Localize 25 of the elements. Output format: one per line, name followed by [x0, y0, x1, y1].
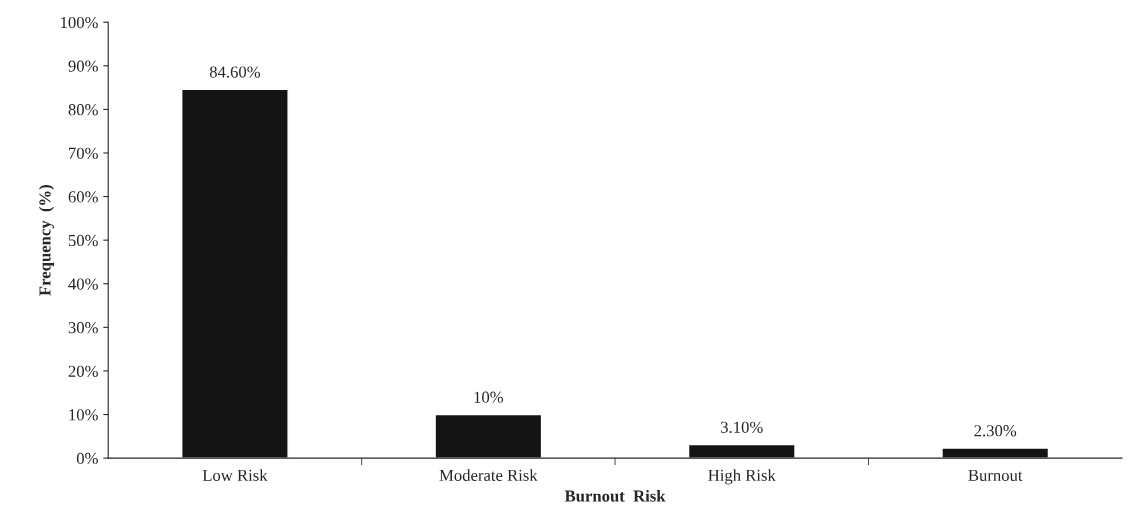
y-tick-label: 0% — [76, 452, 98, 465]
y-tick-label: 80% — [68, 104, 98, 116]
x-tick-label: High Risk — [708, 469, 776, 485]
data-label: 2.30% — [974, 425, 1017, 437]
x-axis-title: Burnout Risk — [564, 489, 666, 502]
x-tick-label: Burnout — [968, 469, 1023, 481]
y-tick-label: 50% — [68, 234, 98, 247]
y-tick-label: 40% — [68, 278, 98, 290]
data-label: 3.10% — [721, 421, 763, 433]
y-tick-label: 20% — [68, 365, 98, 377]
y-tick-label: 90% — [68, 60, 98, 72]
y-tick-label: 60% — [68, 191, 98, 203]
bar — [687, 443, 796, 459]
bar — [434, 413, 543, 459]
y-tick-label: 10% — [69, 409, 98, 421]
bar — [181, 88, 289, 459]
y-tick-label: 70% — [69, 147, 98, 159]
x-tick-label: Low Risk — [202, 469, 268, 481]
data-label: 84.60% — [209, 66, 261, 78]
bar — [941, 447, 1050, 459]
data-label: 10% — [474, 391, 504, 403]
x-tick-label: Moderate Risk — [439, 469, 538, 481]
y-axis-title: Frequency (%) — [38, 185, 55, 296]
y-tick-label: 100% — [61, 16, 98, 29]
y-tick-label: 30% — [68, 322, 98, 334]
